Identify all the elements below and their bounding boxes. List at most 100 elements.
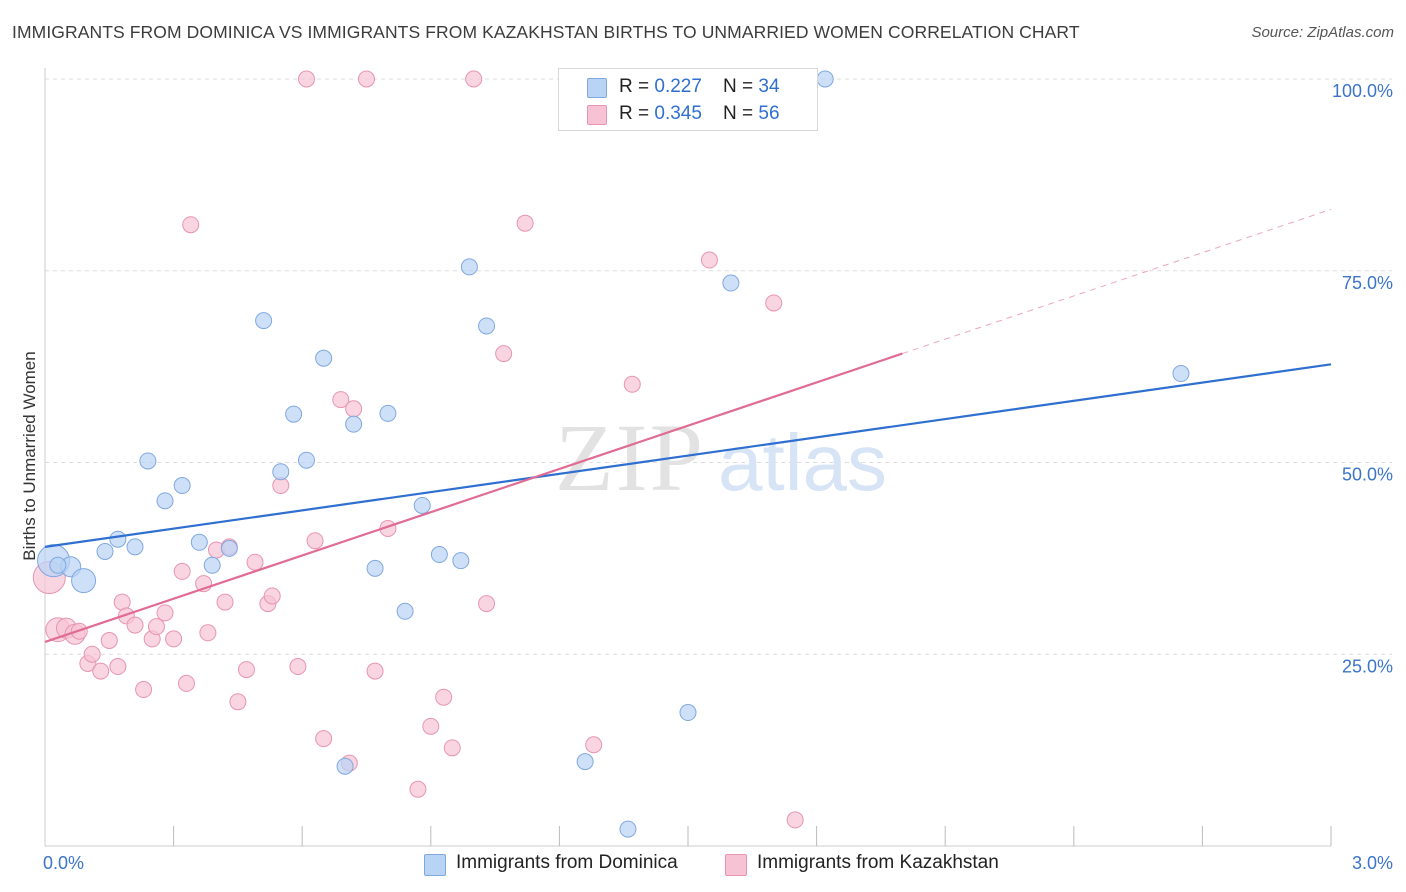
dominica-point [285,405,303,423]
dominica-point [576,753,594,771]
correlation-legend: R = 0.227 N = 34 R = 0.345 N = 56 [558,68,818,131]
watermark-atlas: atlas [718,418,887,507]
dominica-point [255,312,273,330]
dominica-point [460,258,478,276]
dominica-point [297,451,315,469]
tick-labels: 25.0% 50.0% 75.0% 100.0% 0.0% 3.0% [43,81,1393,873]
kazakhstan-point [306,532,324,550]
legend-r-value: 0.227 [654,76,702,97]
y-axis-label: Births to Unmarried Women [20,351,39,560]
grid-lines [45,78,1392,655]
dominica-point [203,556,221,574]
kazakhstan-point [92,662,110,680]
axes [44,68,1332,847]
dominica-point [619,820,637,838]
kazakhstan-point [182,216,200,234]
kazakhstan-point [585,736,603,754]
dominica-points [37,70,1190,838]
kazakhstan-point [229,693,247,711]
kazakhstan-point [443,739,461,757]
kazakhstan-point [495,345,513,363]
chart-title: IMMIGRANTS FROM DOMINICA VS IMMIGRANTS F… [12,22,1080,42]
kazakhstan-point [237,661,255,679]
dominica-point [220,539,238,557]
kazakhstan-point [700,251,718,269]
kazakhstan-point [177,674,195,692]
kazakhstan-point [246,553,264,571]
kazakhstan-point [83,645,101,663]
kazakhstan-point [345,400,363,418]
kazakhstan-point [366,662,384,680]
kazakhstan-point [199,624,217,642]
legend-r-label: R = [619,103,655,124]
dominica-point [379,404,397,422]
legend-r-value: 0.345 [654,103,702,124]
trend-lines [44,208,1332,644]
chart-source: Source: ZipAtlas.com [1251,24,1394,41]
kazakhstan-trend-line [44,352,903,644]
dominica-point [336,757,354,775]
kazakhstan-point [135,681,153,699]
kazakhstan-point [147,618,165,636]
dominica-point [126,538,144,556]
kazakhstan-point [435,688,453,706]
kazakhstan-point [358,70,375,88]
kazakhstan-point [465,70,483,88]
x-tick-label: 3.0% [1352,853,1393,873]
dominica-point [49,556,67,574]
dominica-trend-line [44,363,1332,548]
dominica-point [315,349,333,367]
dominica-point [722,274,740,292]
kazakhstan-point [315,730,333,748]
legend-n-value: 56 [758,103,780,124]
legend-r-label: R = [619,76,655,97]
legend-n-value: 34 [758,76,780,97]
legend-swatch-kazakhstan [587,105,607,125]
legend-n-label: N = [723,103,759,124]
kazakhstan-point [126,616,144,634]
kazakhstan-point [173,562,191,580]
kazakhstan-point [332,391,350,409]
dominica-point [173,477,191,495]
dominica-point [430,546,448,564]
x-tick-label: 0.0% [43,853,84,873]
dominica-point [413,496,431,514]
bottom-legend-label: Immigrants from Dominica [456,852,678,873]
dominica-point [345,415,363,433]
kazakhstan-point [786,811,804,829]
dominica-point [96,542,114,560]
kazakhstan-point [289,658,307,676]
dominica-point [71,568,97,594]
watermark-zip: ZIP [555,404,705,511]
kazakhstan-point [409,780,427,798]
dominica-point [272,463,290,481]
dominica-point [190,533,208,551]
dominica-point [679,704,697,722]
kazakhstan-trend-extension [902,208,1332,355]
dominica-point [139,452,157,470]
legend-swatch-dominica [587,78,607,98]
kazakhstan-point [156,604,174,622]
kazakhstan-point [765,294,783,312]
bottom-legend-label: Immigrants from Kazakhstan [757,852,999,873]
y-tick-label: 25.0% [1342,656,1393,676]
kazakhstan-point [623,375,641,393]
kazakhstan-point [516,214,534,232]
y-tick-label: 50.0% [1342,465,1393,485]
kazakhstan-point [165,630,183,648]
kazakhstan-point [263,587,281,605]
dominica-point [396,602,414,620]
dominica-point [109,530,127,548]
kazakhstan-point [100,631,118,649]
dominica-point [156,492,174,510]
dominica-point [1172,365,1190,383]
kazakhstan-point [109,658,127,676]
watermark: ZIP atlas [555,404,887,511]
dominica-point [478,317,496,335]
y-tick-label: 100.0% [1332,81,1393,101]
kazakhstan-point [422,717,440,735]
dominica-point [816,70,834,88]
kazakhstan-point [216,593,234,611]
y-tick-label: 75.0% [1342,273,1393,293]
